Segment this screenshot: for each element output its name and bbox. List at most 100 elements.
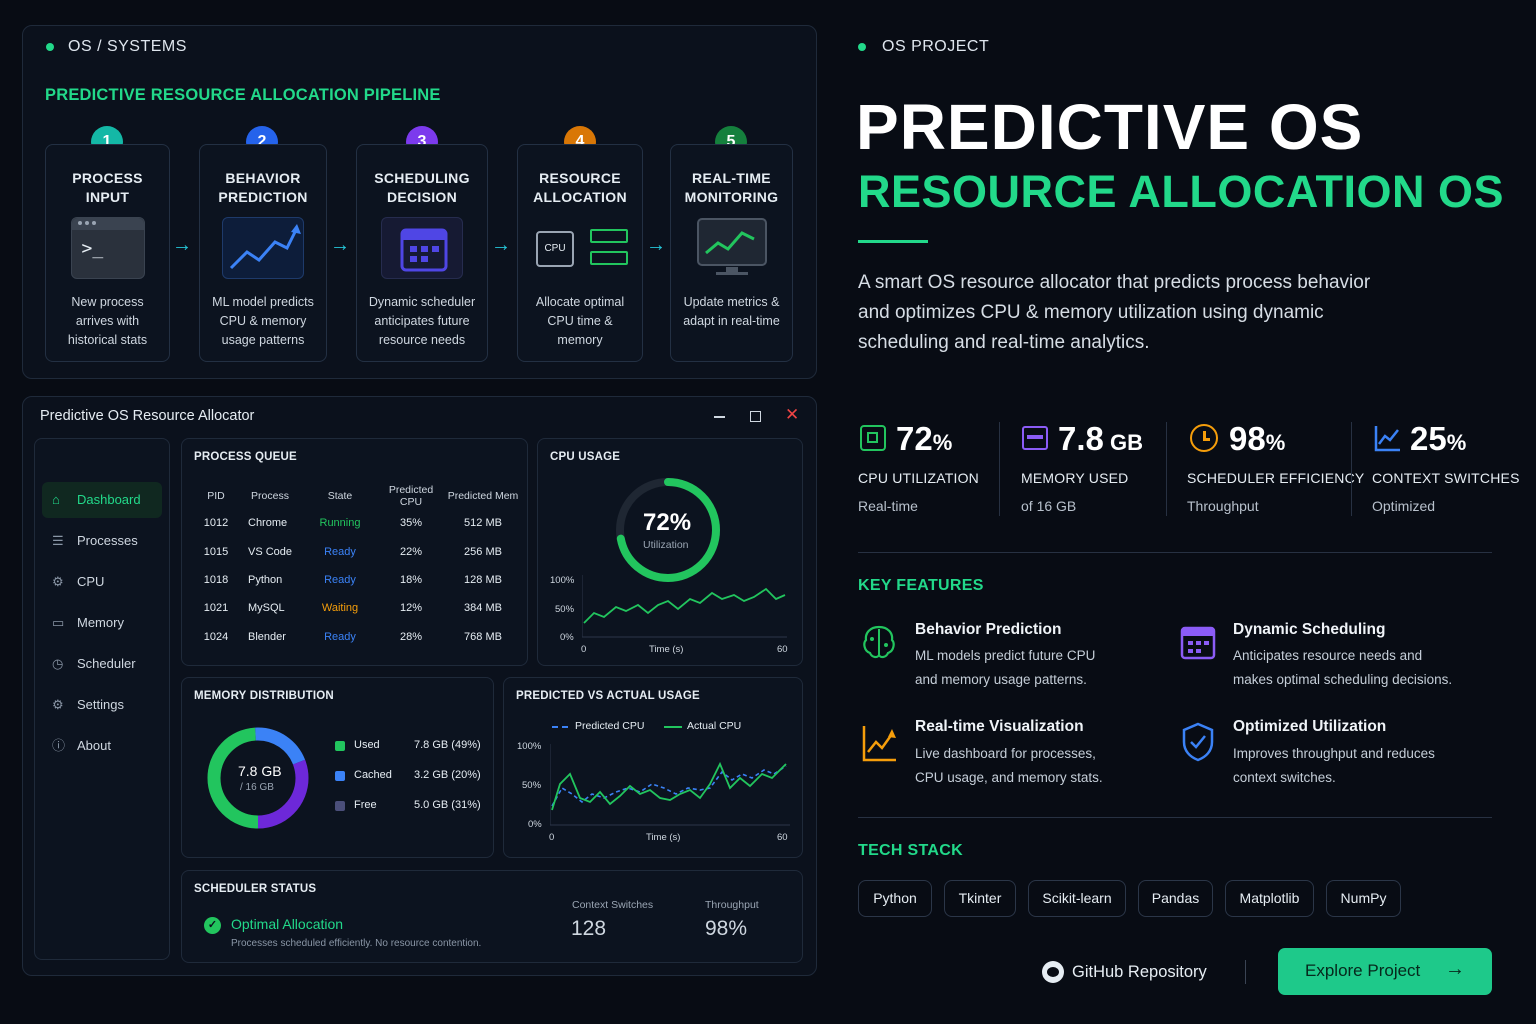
step-title: REAL-TIME bbox=[692, 170, 771, 186]
scheduler-status-desc: Processes scheduled efficiently. No reso… bbox=[231, 938, 482, 949]
step-desc-line: Update metrics & bbox=[683, 295, 780, 309]
cpu-usage-panel: CPU USAGE 72% Utilization 100% 50% 0% 0 … bbox=[537, 438, 803, 666]
sidebar-item-label: About bbox=[77, 738, 111, 753]
step-desc-line: anticipates future bbox=[374, 314, 470, 328]
table-cell: Chrome bbox=[248, 517, 288, 530]
legend-label: Free bbox=[354, 799, 377, 811]
feature-desc-line: Live dashboard for processes, bbox=[915, 746, 1096, 761]
step-title: DECISION bbox=[386, 189, 458, 205]
hero-description: A smart OS resource allocator that predi… bbox=[858, 268, 1370, 358]
stat-value: 72% bbox=[896, 420, 952, 458]
ram-icon bbox=[590, 229, 628, 243]
tech-chip: Pandas bbox=[1138, 880, 1213, 917]
ram-icon bbox=[590, 251, 628, 265]
table-row[interactable]: 1018 Python Ready 18% 128 MB bbox=[192, 566, 524, 594]
table-row[interactable]: 1012 Chrome Running 35% 512 MB bbox=[192, 509, 524, 537]
calendar-icon bbox=[381, 217, 463, 279]
step-desc-line: Allocate optimal bbox=[535, 295, 625, 309]
table-row[interactable]: 1021 MySQL Waiting 12% 384 MB bbox=[192, 594, 524, 622]
table-cell: 1012 bbox=[203, 517, 229, 530]
sidebar bbox=[34, 438, 170, 960]
table-cell: 22% bbox=[399, 545, 423, 558]
step-desc-line: adapt in real-time bbox=[683, 314, 780, 328]
github-link[interactable]: GitHub Repository bbox=[1042, 960, 1207, 984]
minimize-icon[interactable] bbox=[714, 416, 725, 418]
x-tick: 0 bbox=[549, 832, 555, 843]
stat-label: CONTEXT SWITCHES bbox=[1372, 470, 1520, 486]
y-tick: 50% bbox=[555, 604, 575, 615]
step-title: SCHEDULING bbox=[374, 170, 470, 186]
sidebar-item-scheduler[interactable]: ◷ Scheduler bbox=[42, 646, 162, 682]
table-cell: 28% bbox=[399, 630, 423, 643]
tech-title: TECH STACK bbox=[858, 842, 963, 859]
gear-icon: ⚙ bbox=[52, 697, 64, 712]
section-divider bbox=[858, 817, 1492, 818]
chart-icon bbox=[1374, 426, 1400, 452]
sidebar-item-cpu[interactable]: ⚙ CPU bbox=[42, 564, 162, 600]
sidebar-item-processes[interactable]: ☰ Processes bbox=[42, 523, 162, 559]
maximize-icon[interactable] bbox=[750, 411, 761, 422]
feature-desc-line: CPU usage, and memory stats. bbox=[915, 770, 1103, 785]
scheduler-icon: ◷ bbox=[52, 656, 64, 671]
table-cell: 768 MB bbox=[464, 630, 502, 643]
table-cell: Python bbox=[248, 573, 283, 586]
legend-swatch bbox=[335, 801, 345, 811]
calendar-icon bbox=[1180, 626, 1216, 660]
sidebar-item-dashboard[interactable]: ⌂ Dashboard bbox=[42, 482, 162, 518]
table-row[interactable]: 1024 Blender Ready 28% 768 MB bbox=[192, 623, 524, 651]
table-cell: 384 MB bbox=[464, 602, 502, 615]
tech-chip: Python bbox=[858, 880, 932, 917]
sidebar-item-memory[interactable]: ▭ Memory bbox=[42, 605, 162, 641]
brain-icon bbox=[863, 625, 895, 659]
memory-panel: MEMORY DISTRIBUTION 7.8 GB / 16 GB Used 7… bbox=[181, 677, 494, 858]
feature-title: Optimized Utilization bbox=[1233, 718, 1387, 735]
step-desc-line: CPU time & bbox=[547, 314, 613, 328]
table-cell: 256 MB bbox=[464, 545, 502, 558]
stat-unit: % bbox=[932, 430, 953, 455]
table-cell: 18% bbox=[399, 573, 423, 586]
cpu-value: 72% bbox=[643, 509, 692, 536]
arrow-right-icon: → bbox=[491, 234, 511, 256]
x-tick: 0 bbox=[581, 644, 587, 655]
table-cell: 512 MB bbox=[464, 517, 502, 530]
check-circle-icon: ✓ bbox=[204, 917, 221, 934]
explore-project-button[interactable]: Explore Project → bbox=[1278, 948, 1492, 995]
stat-label: SCHEDULER EFFICIENCY bbox=[1187, 470, 1365, 486]
table-cell: MySQL bbox=[248, 602, 285, 615]
cpu-icon: ⚙ bbox=[52, 574, 64, 589]
close-icon[interactable]: ✕ bbox=[785, 405, 800, 424]
scheduler-status-text: Optimal Allocation bbox=[231, 916, 344, 932]
stat-sub: of 16 GB bbox=[1021, 498, 1077, 514]
column-header: Predicted Mem bbox=[447, 490, 519, 502]
cpu-value-label: Utilization bbox=[643, 539, 689, 551]
y-tick: 50% bbox=[522, 780, 542, 791]
sidebar-item-label: Memory bbox=[77, 615, 124, 630]
step-title: ALLOCATION bbox=[533, 189, 627, 205]
feature-desc: ML models predict future CPU and memory u… bbox=[915, 644, 1095, 692]
window-title: Predictive OS Resource Allocator bbox=[40, 408, 255, 424]
stat-label: CPU UTILIZATION bbox=[858, 470, 979, 486]
info-icon: ⓘ bbox=[52, 738, 66, 753]
home-icon: ⌂ bbox=[52, 492, 60, 507]
features-title: KEY FEATURES bbox=[858, 577, 984, 594]
legend-swatch bbox=[335, 741, 345, 751]
tech-chip: Scikit-learn bbox=[1028, 880, 1126, 917]
step-desc-line: usage patterns bbox=[221, 333, 305, 347]
x-tick: 60 bbox=[777, 644, 788, 655]
y-tick: 100% bbox=[517, 741, 542, 752]
table-cell: Ready bbox=[324, 573, 356, 586]
trend-up-icon bbox=[862, 726, 896, 762]
panel-title: PREDICTED VS ACTUAL USAGE bbox=[516, 690, 700, 702]
pipeline-step-2: BEHAVIOR PREDICTION ML model predicts CPU … bbox=[199, 144, 327, 362]
table-row[interactable]: 1015 VS Code Ready 22% 256 MB bbox=[192, 537, 524, 565]
feature-desc: Anticipates resource needs and makes opti… bbox=[1233, 644, 1452, 692]
predicted-actual-panel: PREDICTED VS ACTUAL USAGE Predicted CPU … bbox=[503, 677, 803, 858]
throughput-label: Throughput bbox=[705, 899, 759, 911]
cpu-gauge bbox=[616, 478, 720, 582]
sidebar-item-about[interactable]: ⓘ About bbox=[42, 728, 162, 764]
memory-icon: ▭ bbox=[52, 615, 65, 630]
step-title: BEHAVIOR bbox=[225, 170, 301, 186]
sidebar-item-settings[interactable]: ⚙ Settings bbox=[42, 687, 162, 723]
description-line: and optimizes CPU & memory utilization u… bbox=[858, 302, 1324, 323]
sidebar-item-label: Settings bbox=[77, 697, 124, 712]
